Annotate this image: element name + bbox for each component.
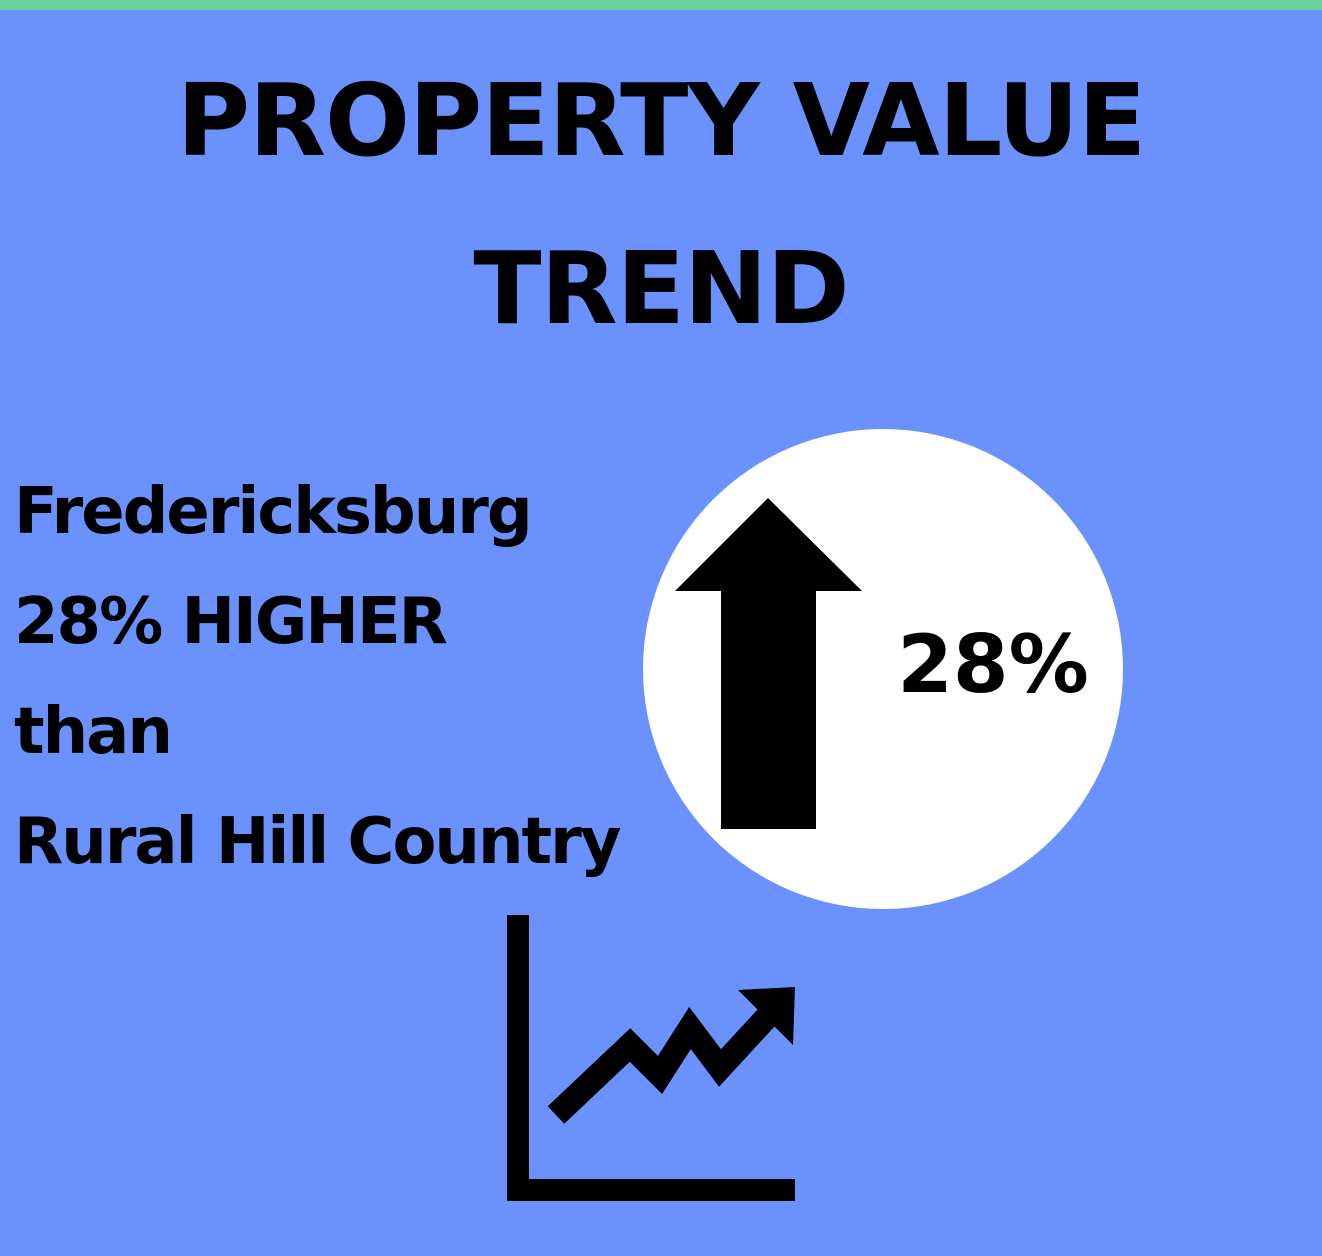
comparison-line: Fredericksburg [14,475,533,549]
badge-value: 28% [897,618,1088,711]
title-line: PROPERTY VALUE [176,62,1147,179]
top-bar [0,0,1322,10]
comparison-line: 28% HIGHER [14,585,448,659]
chart-icon-arrowhead [738,987,795,1045]
comparison-line: than [14,695,173,769]
chart-icon-line [547,996,787,1124]
chart-icon-axes [507,915,795,1201]
title-line: TREND [473,230,849,347]
comparison-line: Rural Hill Country [14,805,621,879]
up-arrow [675,498,862,829]
